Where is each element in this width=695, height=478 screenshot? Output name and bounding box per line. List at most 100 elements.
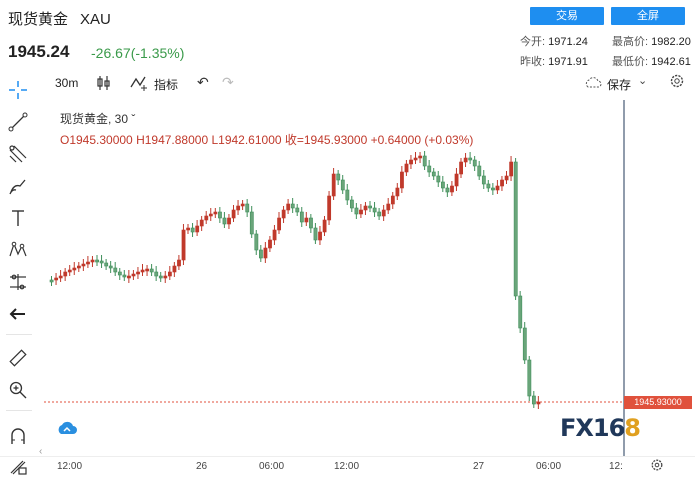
magnet-icon[interactable] (6, 424, 30, 448)
candle (522, 327, 527, 361)
candle (204, 215, 209, 221)
trend-line-icon[interactable] (6, 110, 30, 134)
candle (199, 219, 204, 227)
pattern-tool-icon[interactable] (6, 238, 30, 262)
candle (127, 275, 131, 279)
candle (208, 213, 213, 217)
candle (349, 199, 354, 209)
candle (413, 157, 418, 161)
text-tool-icon[interactable] (6, 206, 30, 230)
stat-high: 最高价: 1982.20 (612, 36, 691, 48)
axis-left-chevron-icon[interactable]: ‹ (39, 446, 43, 457)
candle (81, 263, 86, 267)
candle (450, 185, 454, 193)
current-price-tag: 1945.93000 (624, 396, 692, 409)
candle (213, 211, 218, 215)
candle (445, 187, 450, 193)
candle (531, 395, 536, 405)
candlestick-chart[interactable] (44, 100, 695, 456)
redo-icon[interactable]: ↷ (222, 74, 234, 90)
candle (322, 219, 327, 233)
candle (227, 217, 231, 225)
candle (149, 268, 154, 273)
candle (131, 273, 136, 277)
cloud-save-icon[interactable] (584, 75, 602, 92)
interval-selector[interactable]: 30m (55, 76, 79, 90)
candle (454, 173, 459, 187)
candle (486, 183, 491, 189)
crosshair-icon[interactable] (6, 78, 30, 102)
candle (377, 211, 382, 217)
candle-type-icon[interactable] (96, 75, 112, 94)
zoom-icon[interactable] (6, 378, 30, 402)
gear-icon[interactable] (669, 73, 685, 92)
cloud-logo-icon[interactable] (55, 418, 81, 443)
indicators-icon[interactable] (130, 75, 150, 94)
axis-settings-gear-icon[interactable] (650, 458, 664, 477)
candle (108, 265, 113, 269)
candle (400, 171, 404, 189)
candle (318, 231, 322, 241)
candle (263, 247, 268, 259)
back-arrow-icon[interactable] (6, 302, 30, 326)
indicators-button[interactable]: 指标 (154, 78, 179, 92)
x-tick-label: 12:00 (57, 461, 83, 472)
candle (418, 155, 423, 159)
candle (381, 209, 386, 217)
candle (140, 269, 145, 273)
candle (195, 225, 200, 233)
candle (259, 249, 263, 259)
fullscreen-button[interactable]: 全屏 (611, 7, 685, 25)
candle (500, 179, 504, 187)
candle (363, 205, 368, 211)
stat-prev-close: 昨收: 1971.91 (520, 56, 588, 68)
candle (136, 271, 140, 275)
candle-series (49, 151, 541, 409)
candle (154, 271, 159, 277)
ruler-icon[interactable] (6, 346, 30, 370)
fib-tool-icon[interactable] (6, 142, 30, 166)
legend-chevron-icon: ˇ (131, 112, 136, 126)
stat-open: 今开: 1971.24 (520, 36, 588, 48)
candle (67, 269, 72, 273)
candle (63, 271, 68, 277)
candle (359, 209, 363, 215)
undo-icon[interactable]: ↶ (197, 74, 209, 90)
candle (527, 359, 532, 397)
x-tick-label: 12: (609, 461, 623, 472)
candle (536, 401, 541, 405)
candle (472, 159, 477, 167)
candle (495, 185, 500, 191)
candle (463, 157, 468, 163)
chevron-down-icon[interactable]: ⌄ (638, 75, 648, 87)
stat-low: 最低价: 1942.61 (612, 56, 691, 68)
candle (186, 227, 191, 231)
candle (422, 155, 427, 167)
candle (518, 295, 523, 329)
instrument-name: 现货黄金 (8, 11, 69, 28)
candle (90, 259, 95, 263)
candle (172, 265, 177, 273)
trade-button[interactable]: 交易 (530, 7, 604, 25)
x-tick-label: 26 (196, 461, 208, 472)
candle (345, 189, 350, 201)
candle (117, 271, 122, 276)
candle (309, 217, 313, 229)
prediction-tool-icon[interactable] (6, 270, 30, 294)
candle (368, 205, 373, 209)
candle (313, 227, 318, 241)
chart-legend-title: 现货黄金, 30 ˇ (60, 112, 136, 126)
candle (190, 227, 195, 233)
pencil-lock-icon[interactable] (6, 454, 30, 478)
candle (72, 267, 77, 271)
candle (249, 211, 254, 235)
candle (481, 175, 486, 185)
ohlc-legend: O1945.30000 H1947.88000 L1942.61000 收=19… (60, 133, 474, 147)
instrument-title: 现货黄金 XAU (8, 8, 111, 29)
candle (177, 259, 181, 267)
candle (299, 211, 304, 223)
candle (404, 163, 409, 173)
candle (336, 173, 341, 181)
save-button[interactable]: 保存 (607, 78, 632, 92)
brush-icon[interactable] (6, 174, 30, 198)
